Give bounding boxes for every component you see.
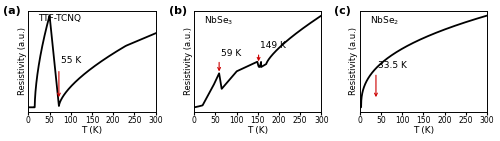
Text: 149 K: 149 K xyxy=(260,41,286,50)
Y-axis label: Resistivity (a.u.): Resistivity (a.u.) xyxy=(184,27,192,95)
X-axis label: T (K): T (K) xyxy=(82,126,102,136)
Text: 33.5 K: 33.5 K xyxy=(378,61,406,70)
X-axis label: T (K): T (K) xyxy=(413,126,434,136)
Text: 59 K: 59 K xyxy=(221,49,241,58)
X-axis label: T (K): T (K) xyxy=(247,126,268,136)
Text: NbSe$_3$: NbSe$_3$ xyxy=(204,14,234,27)
Text: (a): (a) xyxy=(3,6,20,16)
Y-axis label: Resistivity (a.u.): Resistivity (a.u.) xyxy=(18,27,27,95)
Text: 55 K: 55 K xyxy=(62,56,82,65)
Y-axis label: Resistivity (a.u.): Resistivity (a.u.) xyxy=(350,27,358,95)
Text: NbSe$_2$: NbSe$_2$ xyxy=(370,14,399,27)
Text: (b): (b) xyxy=(168,6,187,16)
Text: TTF-TCNQ: TTF-TCNQ xyxy=(38,14,82,23)
Text: (c): (c) xyxy=(334,6,351,16)
